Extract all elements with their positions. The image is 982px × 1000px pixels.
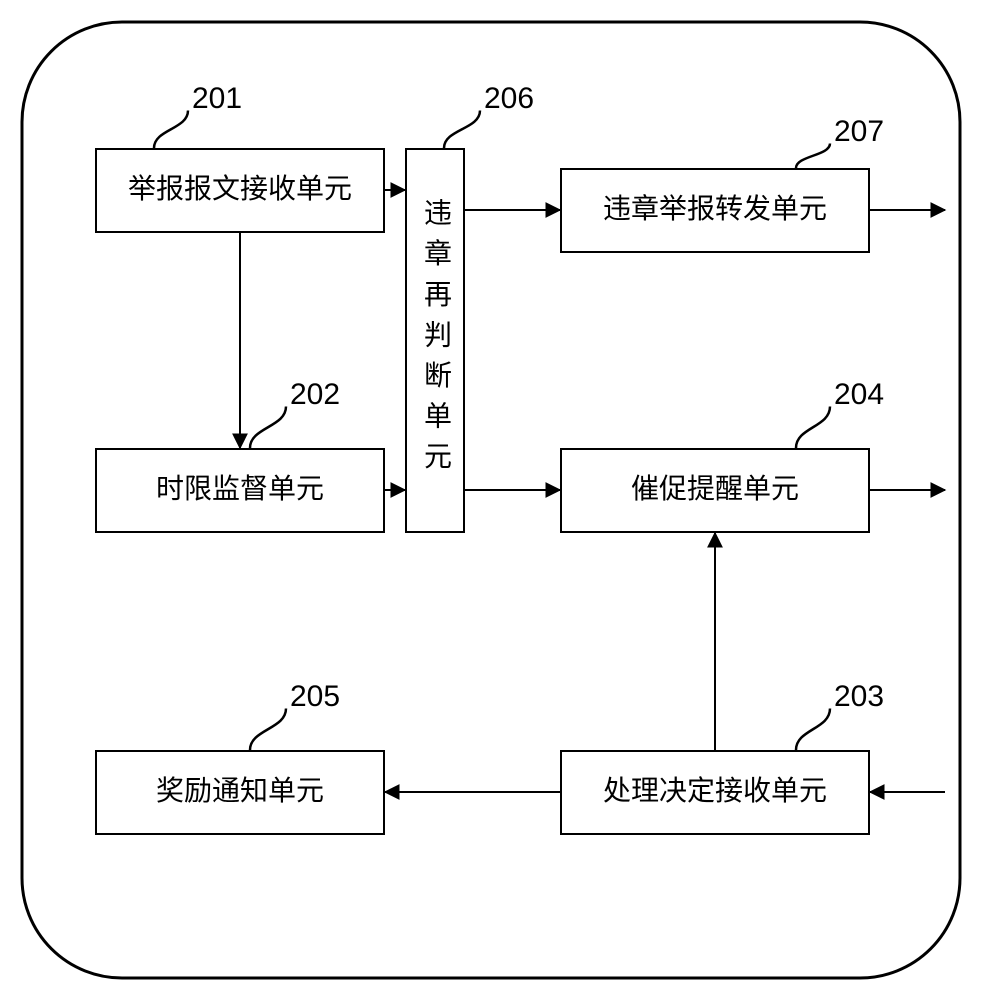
leader-line <box>250 709 286 751</box>
node-n206: 违章再判断单元 <box>405 148 465 533</box>
node-n202: 时限监督单元 <box>95 448 385 533</box>
node-label: 举报报文接收单元 <box>128 172 352 208</box>
diagram-canvas: 举报报文接收单元时限监督单元奖励通知单元 违章再判断单元 违章举报转发单元催促提醒单… <box>0 0 982 1000</box>
node-label: 处理决定接收单元 <box>603 774 827 810</box>
leader-line <box>796 144 830 169</box>
leader-line <box>250 407 286 449</box>
node-n205: 奖励通知单元 <box>95 750 385 835</box>
ref-label-201: 201 <box>192 82 242 116</box>
node-label: 违章举报转发单元 <box>603 192 827 228</box>
leader-line <box>154 111 188 149</box>
ref-label-206: 206 <box>484 82 534 116</box>
ref-label-202: 202 <box>290 378 340 412</box>
node-n203: 处理决定接收单元 <box>560 750 870 835</box>
ref-label-207: 207 <box>834 115 884 149</box>
node-n207: 违章举报转发单元 <box>560 168 870 253</box>
ref-label-205: 205 <box>290 680 340 714</box>
ref-label-203: 203 <box>834 680 884 714</box>
node-label: 违章再判断单元 <box>415 198 455 482</box>
ref-label-204: 204 <box>834 378 884 412</box>
node-n204: 催促提醒单元 <box>560 448 870 533</box>
leader-line <box>444 111 480 149</box>
leader-line <box>796 709 830 751</box>
node-label: 催促提醒单元 <box>631 472 799 508</box>
leader-line <box>796 407 830 449</box>
node-label: 时限监督单元 <box>156 472 324 508</box>
node-label: 奖励通知单元 <box>156 774 324 810</box>
node-n201: 举报报文接收单元 <box>95 148 385 233</box>
